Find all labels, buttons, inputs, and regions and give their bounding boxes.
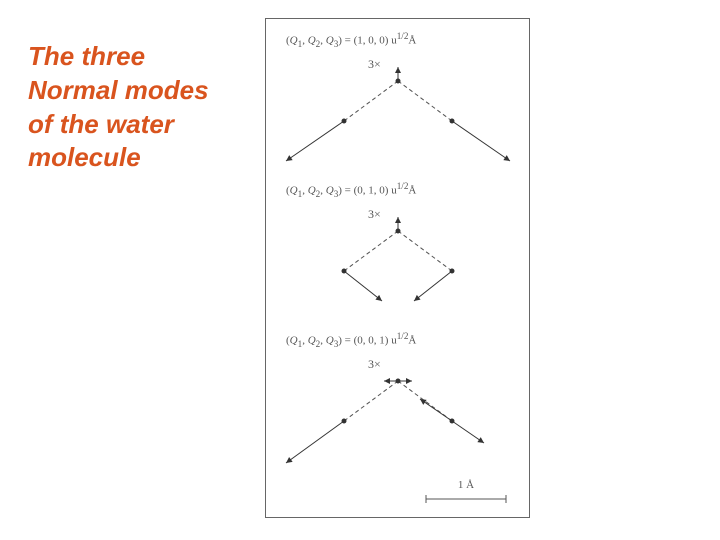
mode-panel-3: (Q1, Q2, Q3) = (0, 0, 1) u1/2Å3×: [266, 331, 529, 461]
mode-panel-2: (Q1, Q2, Q3) = (0, 1, 0) u1/2Å3×: [266, 181, 529, 311]
mode-diagram-1: [266, 49, 531, 179]
mode-svg-wrap-1: [266, 49, 531, 179]
mode-diagram-3: [266, 349, 531, 479]
mode-svg-wrap-2: [266, 199, 531, 329]
title-line-4: molecule: [28, 142, 141, 172]
title-line-3: of the water: [28, 109, 174, 139]
title-line-1: The three: [28, 41, 145, 71]
scale-bar-label: 1 Å: [421, 479, 511, 491]
figure-panel: 1 Å (Q1, Q2, Q3) = (1, 0, 0) u1/2Å3×(Q1,…: [265, 18, 530, 518]
mode-svg-wrap-3: [266, 349, 531, 479]
scale-bar: 1 Å: [421, 483, 511, 507]
mode-label-3: (Q1, Q2, Q3) = (0, 0, 1) u1/2Å: [286, 331, 416, 349]
page-title: The three Normal modes of the water mole…: [28, 40, 209, 175]
mode-diagram-2: [266, 199, 531, 329]
mode-label-2: (Q1, Q2, Q3) = (0, 1, 0) u1/2Å: [286, 181, 416, 199]
mode-label-1: (Q1, Q2, Q3) = (1, 0, 0) u1/2Å: [286, 31, 416, 49]
mode-panel-1: (Q1, Q2, Q3) = (1, 0, 0) u1/2Å3×: [266, 31, 529, 161]
title-line-2: Normal modes: [28, 75, 209, 105]
